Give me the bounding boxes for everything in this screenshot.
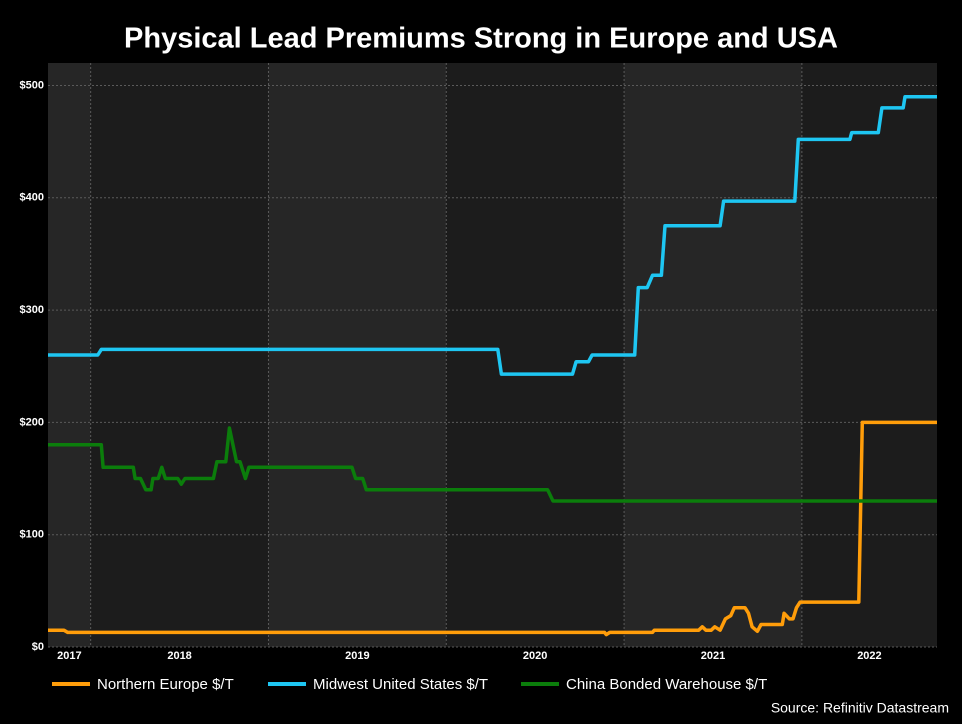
legend-label: Midwest United States $/T	[313, 676, 488, 693]
year-band	[90, 63, 269, 647]
y-tick-label: $0	[32, 641, 44, 653]
year-band	[268, 63, 447, 647]
year-band	[624, 63, 802, 647]
x-tick-label: 2020	[523, 650, 547, 662]
line-series	[48, 94, 937, 376]
chart-title: Physical Lead Premiums Strong in Europe …	[124, 23, 838, 55]
line-series	[48, 426, 937, 503]
y-tick-label: $500	[20, 79, 44, 91]
legend-label: Northern Europe $/T	[97, 676, 234, 693]
year-band	[801, 63, 937, 647]
x-tick-label: 2018	[167, 650, 191, 662]
x-tick-label: 2019	[345, 650, 369, 662]
y-tick-label: $400	[20, 192, 44, 204]
legend-label: China Bonded Warehouse $/T	[566, 676, 767, 693]
y-tick-label: $200	[20, 416, 44, 428]
x-tick-label: 2021	[701, 650, 725, 662]
source: Source: Refinitiv Datastream	[771, 700, 949, 716]
y-tick-label: $100	[20, 529, 44, 541]
line-series	[48, 420, 937, 637]
x-tick-label: 2017	[57, 650, 81, 662]
plot-bands	[48, 63, 937, 647]
y-tick-label: $300	[20, 304, 44, 316]
x-tick-label: 2022	[857, 650, 881, 662]
